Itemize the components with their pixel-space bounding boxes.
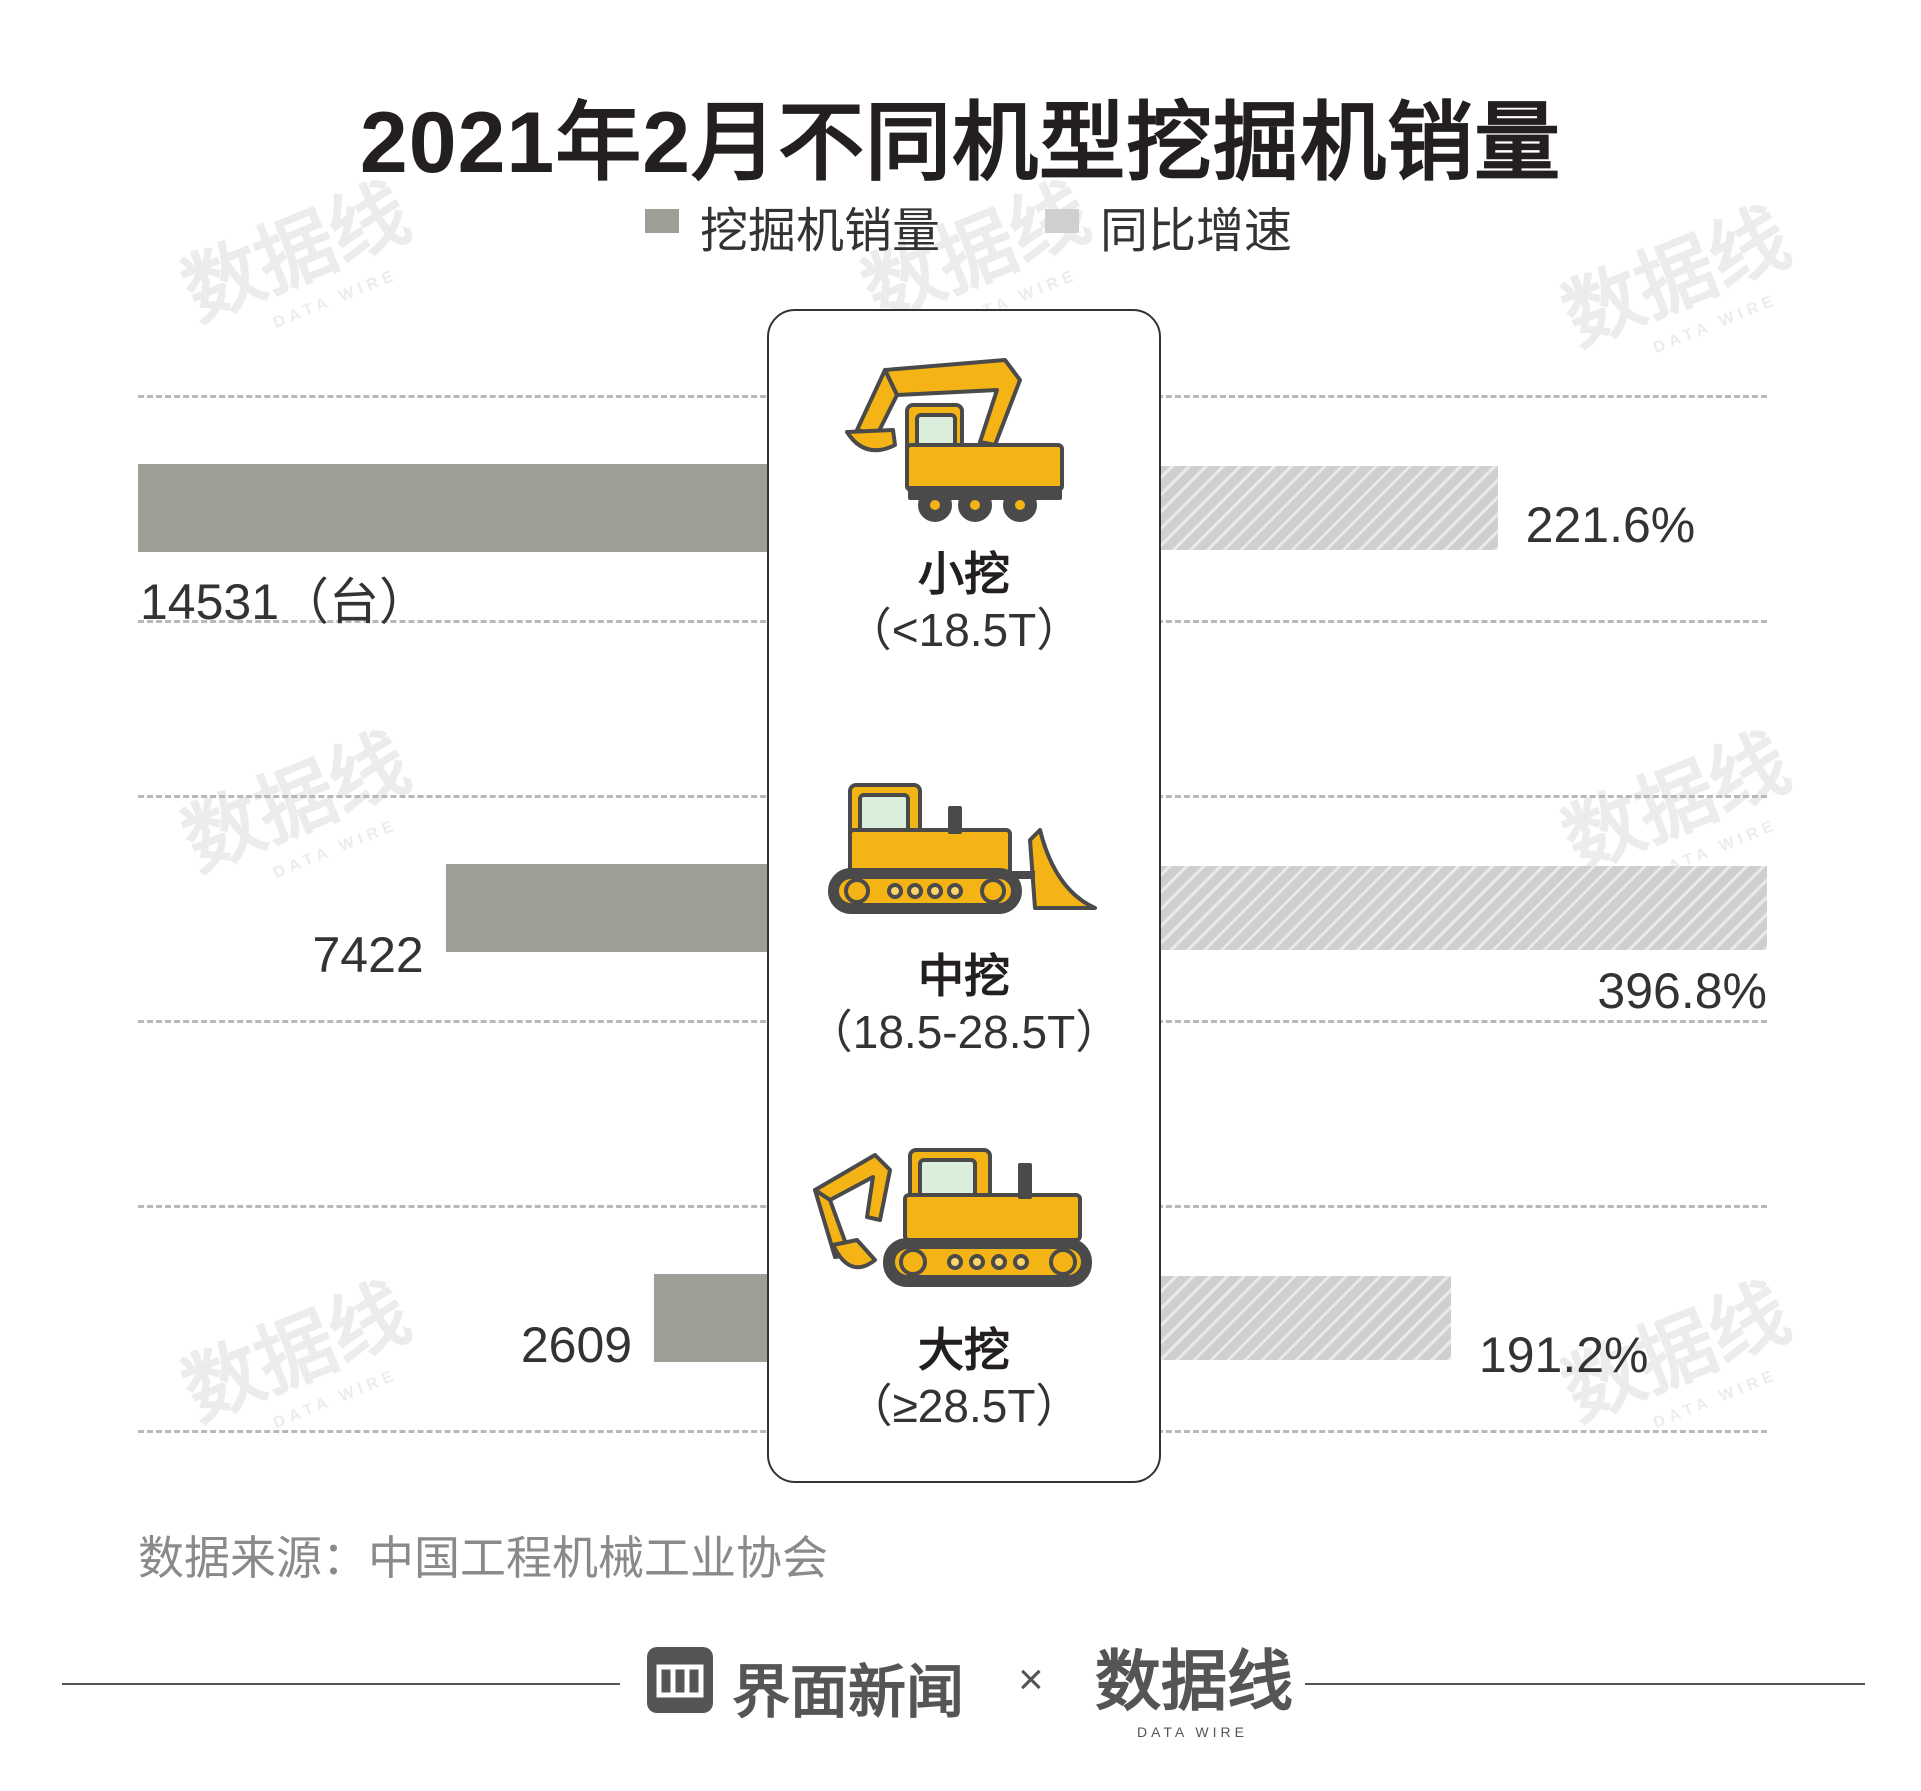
growth-value-label: 396.8% bbox=[1597, 962, 1767, 1019]
sales-bar bbox=[654, 1273, 767, 1362]
sales-bar bbox=[445, 863, 767, 952]
sales-value-label: 2609 bbox=[520, 1316, 633, 1373]
category-name-small: 小挖 bbox=[918, 548, 1010, 600]
growth-value-label: 221.6% bbox=[1525, 496, 1696, 553]
bulldozer-icon bbox=[828, 783, 1097, 914]
legend-label-growth: 同比增速 bbox=[1100, 205, 1293, 258]
partner-logo-subtext: DATA WIRE bbox=[1137, 1724, 1248, 1740]
category-name-medium: 中挖 bbox=[918, 950, 1010, 1002]
legend-swatch-sales bbox=[645, 209, 679, 233]
category-range-large: （≥28.5T） bbox=[846, 1380, 1082, 1432]
sales-value-label: 7422 bbox=[312, 926, 424, 983]
legend-label-sales: 挖掘机销量 bbox=[700, 205, 941, 258]
category-range-small: （<18.5T） bbox=[845, 604, 1083, 656]
chart-title: 2021年2月不同机型挖掘机销量 bbox=[359, 95, 1562, 191]
sales-value-label: 14531（台） bbox=[140, 573, 430, 630]
growth-bar bbox=[1157, 465, 1498, 550]
times-sign: × bbox=[1018, 1655, 1044, 1704]
growth-bar bbox=[1157, 865, 1767, 950]
sales-bar bbox=[138, 463, 767, 552]
footer-divider bbox=[1305, 1683, 1865, 1685]
large-excavator-icon bbox=[813, 1148, 1092, 1287]
source-note: 数据来源：中国工程机械工业协会 bbox=[138, 1532, 828, 1584]
brand-name: 界面新闻 bbox=[732, 1660, 965, 1725]
small-excavator-icon bbox=[845, 358, 1064, 522]
partner-logo-text: 数据线 bbox=[1095, 1644, 1293, 1718]
category-name-large: 大挖 bbox=[918, 1324, 1010, 1376]
legend-swatch-growth bbox=[1045, 209, 1079, 233]
category-range-medium: （18.5-28.5T） bbox=[806, 1006, 1122, 1058]
partner-logo: 数据线 DATA WIRE bbox=[1095, 1628, 1293, 1740]
growth-bar bbox=[1157, 1275, 1451, 1360]
footer-divider bbox=[62, 1683, 620, 1685]
jiemian-logo-icon bbox=[647, 1647, 713, 1713]
growth-value-label: 191.2% bbox=[1478, 1326, 1649, 1383]
